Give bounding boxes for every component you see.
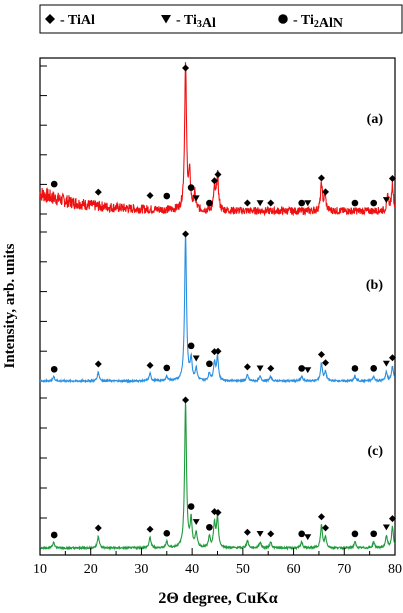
- spectrum-line-0: [39, 62, 396, 217]
- peak-marker-diamond: [214, 509, 222, 517]
- peak-marker-circle: [187, 184, 195, 191]
- panel-0: (a): [39, 62, 396, 217]
- spectrum-line-1: [39, 235, 396, 384]
- peak-marker-triangle-down: [192, 355, 200, 362]
- peak-marker-circle: [206, 360, 213, 368]
- peak-marker-diamond: [322, 188, 330, 196]
- panel-label: (b): [366, 278, 383, 293]
- peak-marker-diamond: [388, 515, 396, 523]
- x-tick-label: 60: [287, 562, 301, 577]
- peak-marker-diamond: [214, 170, 222, 178]
- peak-marker-diamond: [94, 524, 102, 532]
- panel-label: (a): [367, 112, 384, 127]
- legend-marker-circle: [278, 14, 288, 24]
- peak-marker-circle: [163, 364, 171, 372]
- panel-1: (b): [39, 230, 396, 384]
- peak-marker-diamond: [182, 396, 190, 404]
- peak-marker-diamond: [210, 177, 218, 185]
- peak-marker-diamond: [317, 174, 325, 182]
- peak-marker-diamond: [146, 192, 154, 200]
- x-axis-label: 2Θ degree, CuKα: [158, 590, 277, 607]
- peak-marker-diamond: [267, 530, 275, 538]
- peak-marker-triangle-down: [304, 534, 312, 541]
- peak-marker-circle: [298, 530, 306, 538]
- legend: - TiAl - Ti3Al - Ti2AlN: [39, 4, 403, 34]
- x-tick-label: 70: [337, 562, 351, 577]
- peak-marker-circle: [50, 531, 58, 539]
- x-tick-label: 50: [236, 562, 250, 577]
- peak-marker-circle: [163, 192, 171, 200]
- x-tick-label: 30: [134, 562, 148, 577]
- peak-marker-triangle-down: [382, 197, 390, 204]
- peak-marker-triangle-down: [192, 519, 200, 526]
- peak-marker-diamond: [182, 64, 190, 72]
- peak-marker-diamond: [182, 230, 190, 238]
- peak-marker-triangle-down: [304, 200, 312, 207]
- peak-marker-diamond: [243, 199, 251, 207]
- x-tick-label: 10: [33, 562, 47, 577]
- peak-marker-diamond: [317, 513, 325, 521]
- peak-marker-circle: [351, 530, 359, 538]
- peak-marker-triangle-down: [304, 367, 312, 374]
- peak-marker-diamond: [267, 364, 275, 372]
- peak-marker-circle: [370, 199, 378, 207]
- legend-frame: [39, 4, 403, 34]
- peak-marker-diamond: [146, 361, 154, 369]
- peak-marker-circle: [370, 365, 378, 372]
- legend-label-0: - TiAl: [60, 13, 95, 28]
- peak-marker-triangle-down: [256, 365, 264, 372]
- peak-marker-triangle-down: [382, 360, 390, 367]
- peak-marker-diamond: [146, 525, 154, 533]
- peak-marker-diamond: [388, 354, 396, 362]
- peak-marker-circle: [206, 199, 213, 207]
- y-axis-label: Intensity, arb. units: [2, 243, 18, 368]
- peak-marker-circle: [370, 530, 378, 538]
- peak-marker-diamond: [317, 350, 325, 358]
- peak-marker-circle: [298, 199, 306, 207]
- peak-marker-triangle-down: [256, 530, 264, 537]
- legend-marker-triangle-down: [161, 15, 171, 24]
- peak-marker-diamond: [94, 188, 102, 196]
- x-tick-label: 40: [185, 562, 199, 577]
- peak-marker-circle: [187, 503, 195, 510]
- peak-marker-diamond: [322, 524, 330, 532]
- peak-marker-diamond: [267, 199, 275, 207]
- peak-marker-circle: [50, 365, 58, 373]
- peak-marker-circle: [206, 523, 213, 531]
- peak-marker-circle: [351, 199, 359, 207]
- x-tick-label: 20: [84, 562, 98, 577]
- peak-marker-triangle-down: [192, 195, 200, 202]
- peak-marker-diamond: [322, 359, 330, 367]
- panel-2: (c): [39, 396, 396, 551]
- peak-marker-circle: [187, 342, 195, 350]
- peak-marker-circle: [50, 180, 58, 188]
- panel-label: (c): [367, 444, 383, 459]
- peak-marker-diamond: [388, 175, 396, 183]
- peak-marker-triangle-down: [382, 524, 390, 531]
- x-tick-label: 80: [388, 562, 402, 577]
- legend-marker-diamond: [45, 14, 55, 24]
- peak-marker-circle: [298, 365, 306, 372]
- peak-marker-diamond: [94, 360, 102, 368]
- peak-marker-diamond: [214, 347, 222, 355]
- peak-marker-diamond: [243, 363, 251, 371]
- peak-marker-triangle-down: [256, 200, 264, 207]
- peak-marker-diamond: [243, 528, 251, 536]
- legend-label-2: - Ti2AlN: [293, 13, 343, 31]
- peak-marker-circle: [351, 365, 359, 372]
- peak-marker-circle: [163, 529, 171, 537]
- legend-label-1: - Ti3Al: [176, 13, 216, 31]
